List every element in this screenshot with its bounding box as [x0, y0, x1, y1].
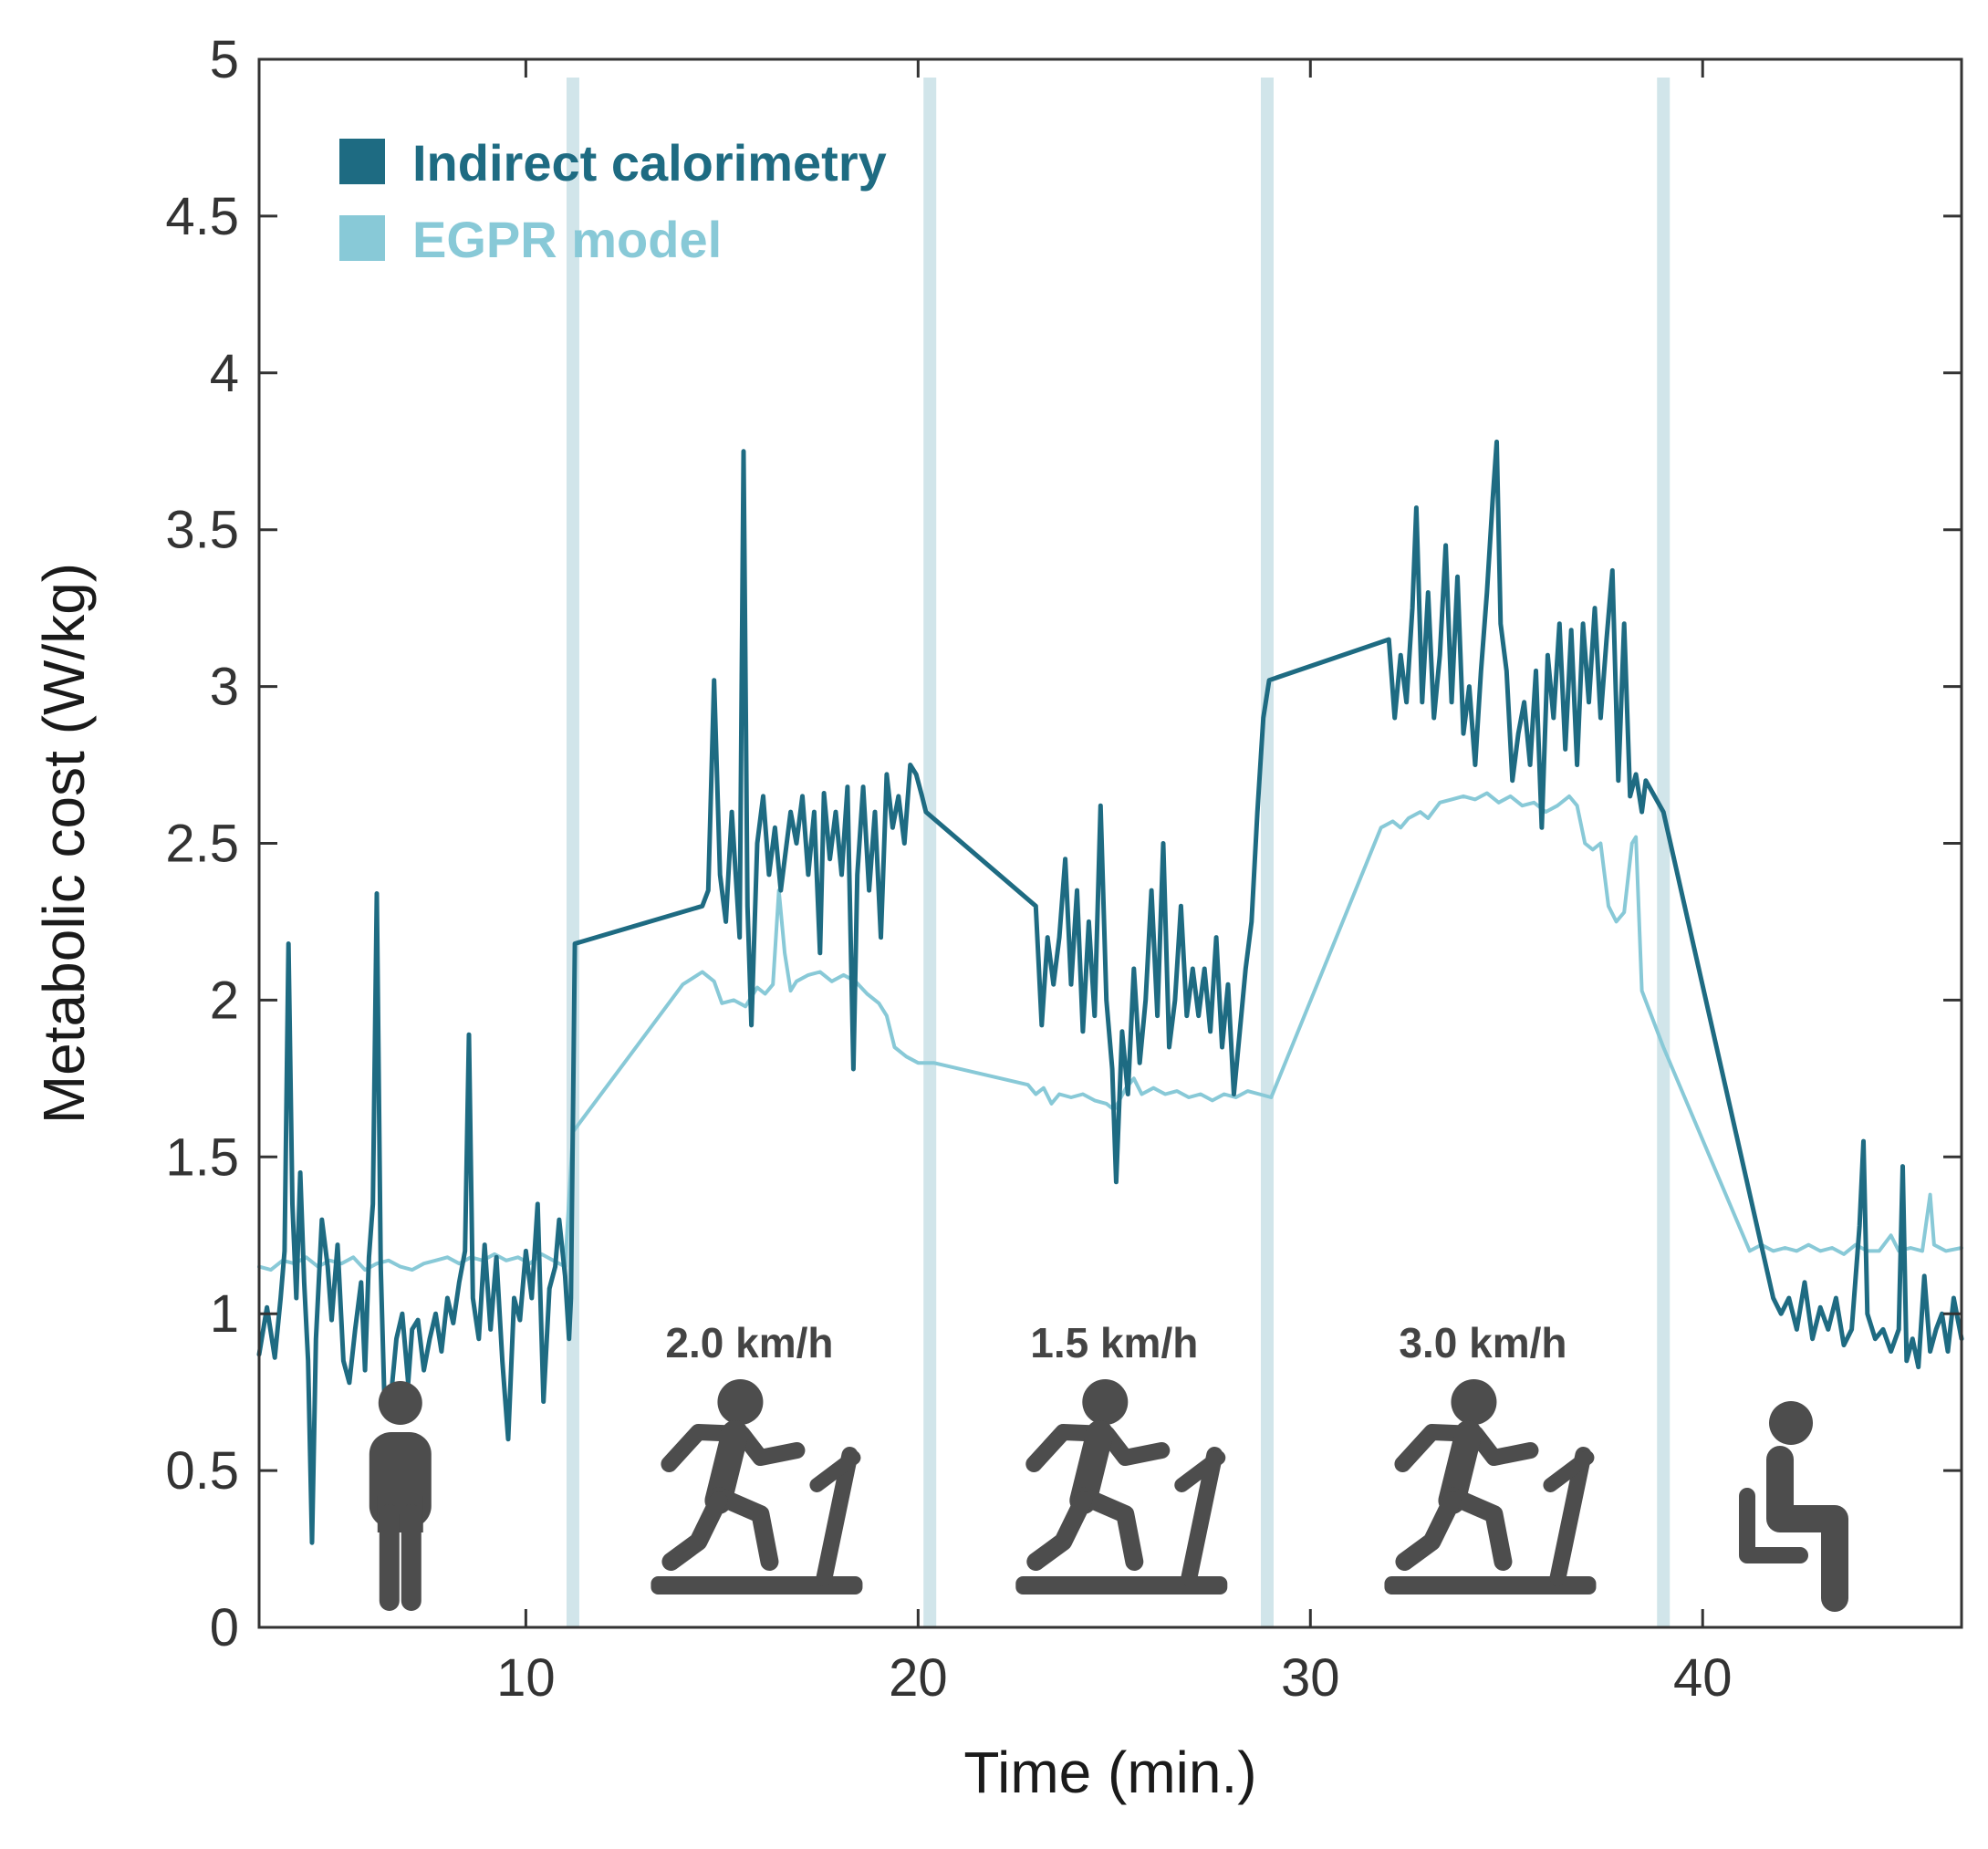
x-tick-label: 10: [496, 1648, 556, 1708]
y-tick-label: 1.5: [165, 1127, 239, 1187]
treadmill-walk-icon: [1384, 1379, 1597, 1595]
legend-label-egpr-model: EGPR model: [412, 211, 722, 268]
y-tick-label: 3: [210, 658, 239, 717]
y-tick-label: 2: [210, 971, 239, 1030]
legend-swatch-indirect-calorimetry: [339, 139, 385, 184]
y-tick-label: 0.5: [165, 1441, 239, 1501]
speed-label-walking-3.0: 3.0 km/h: [1399, 1319, 1566, 1366]
speed-labels: 2.0 km/h 1.5 km/h 3.0 km/h: [665, 1319, 1566, 1366]
speed-label-walking-1.5: 1.5 km/h: [1030, 1319, 1198, 1366]
treadmill-walk-icon: [651, 1379, 863, 1595]
phase-boundary-1: [923, 78, 937, 1627]
y-tick-label: 4: [210, 344, 239, 403]
y-tick-label: 3.5: [165, 501, 239, 560]
x-tick-label: 30: [1281, 1648, 1340, 1708]
speed-label-walking-2.0: 2.0 km/h: [665, 1319, 833, 1366]
series-indirect-calorimetry: [256, 439, 1964, 1545]
y-axis-title: Metabolic cost (W/kg): [31, 563, 97, 1124]
phase-boundary-3: [1657, 78, 1671, 1627]
y-tick-label: 2.5: [165, 815, 239, 874]
x-axis: 10 20 30 40: [496, 59, 1732, 1708]
y-axis: 0 0.5 1 1.5 2 2.5 3 3.5 4 4.5 5: [165, 30, 1962, 1657]
x-tick-label: 20: [889, 1648, 948, 1708]
y-tick-label: 0: [210, 1598, 239, 1657]
phase-boundary-0: [566, 78, 579, 1627]
y-tick-label: 4.5: [165, 187, 239, 246]
sitting-person-icon: [1739, 1401, 1849, 1612]
legend: Indirect calorimetry EGPR model: [339, 134, 887, 268]
x-axis-title: Time (min.): [963, 1740, 1256, 1805]
x-tick-label: 40: [1673, 1648, 1733, 1708]
legend-label-indirect-calorimetry: Indirect calorimetry: [412, 134, 887, 192]
treadmill-walk-icon: [1015, 1379, 1228, 1595]
activity-icons: [369, 1379, 1849, 1612]
legend-swatch-egpr-model: [339, 215, 385, 261]
y-tick-label: 1: [210, 1284, 239, 1344]
y-tick-label: 5: [210, 30, 239, 89]
standing-person-icon: [369, 1381, 432, 1611]
series-line-indirect-calorimetry: [256, 439, 1964, 1545]
phase-boundary-2: [1260, 78, 1274, 1627]
